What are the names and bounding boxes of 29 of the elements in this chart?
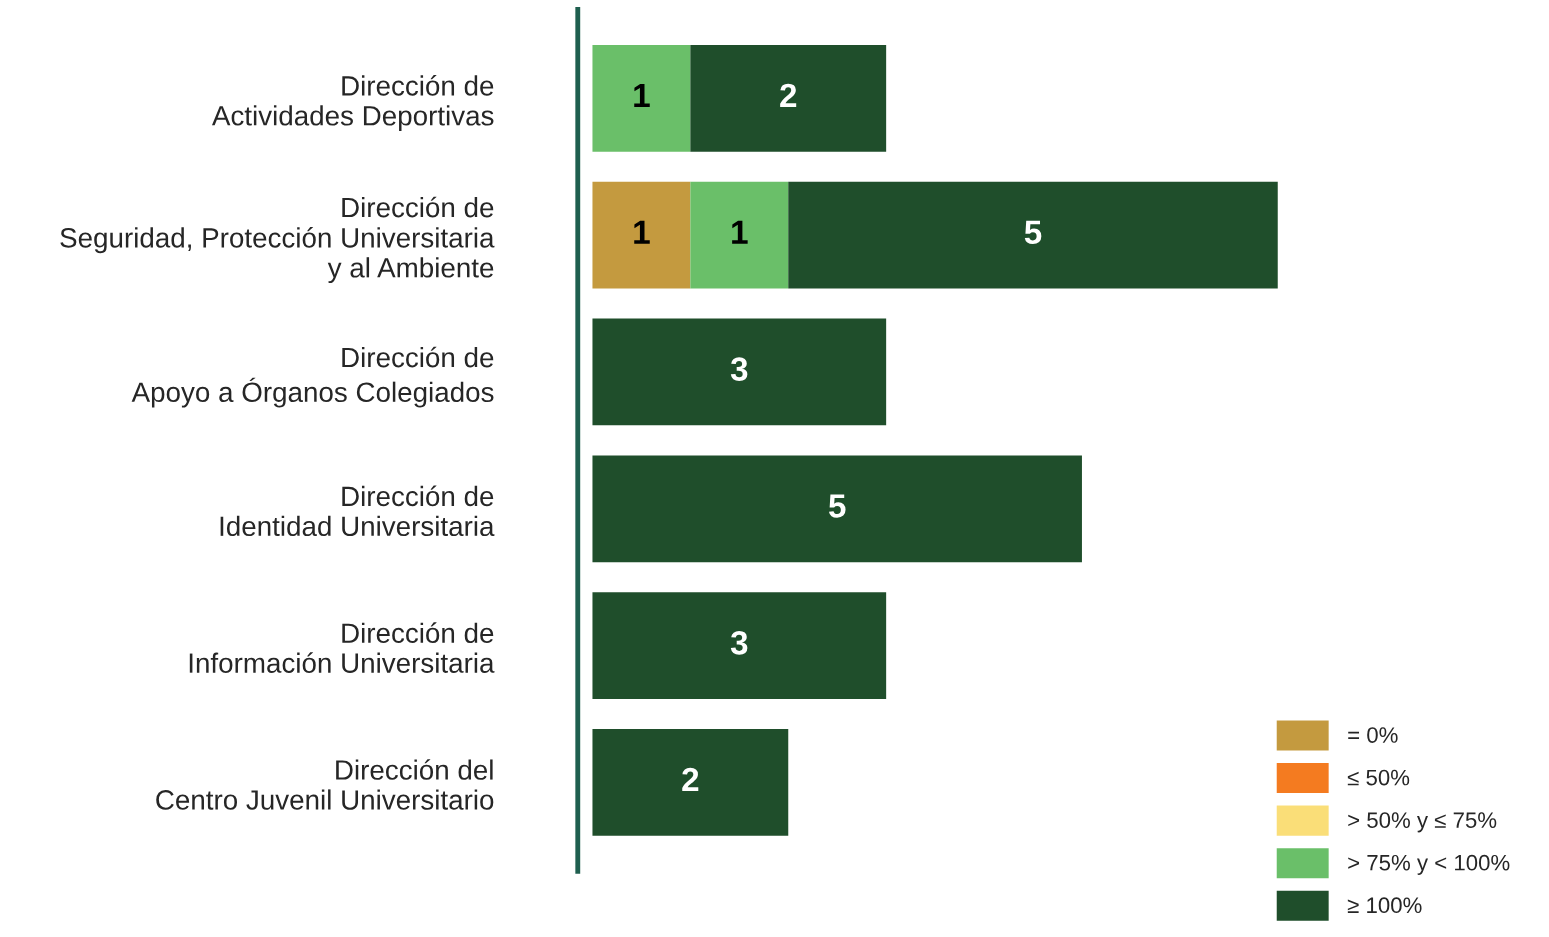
legend-label: > 75% y < 100% (1348, 854, 1510, 875)
data-label: 3 (730, 357, 748, 381)
data-label: 1 (732, 220, 748, 244)
bar (592, 318, 887, 426)
data-label: 5 (1024, 220, 1042, 245)
data-label: 1 (634, 84, 650, 107)
bar (788, 181, 1278, 289)
bar (592, 44, 691, 152)
bar (592, 592, 887, 699)
data-label: 1 (634, 220, 650, 244)
data-label: 3 (730, 630, 748, 655)
bar (592, 729, 789, 836)
y-tick-label: Dirección de Apoyo a Órganos Colegiados (131, 346, 494, 408)
data-label: 5 (828, 494, 846, 518)
data-label: 2 (682, 767, 699, 792)
data-label: 2 (780, 83, 797, 107)
y-tick-label: Dirección de Información Universitaria (189, 622, 495, 673)
y-tick-label: Dirección de Actividades Deportivas (211, 74, 494, 132)
y-tick-label: Dirección del Centro Juvenil Universitario (156, 759, 494, 810)
bar (592, 181, 691, 289)
bar (690, 44, 887, 152)
legend-label: = 0% (1348, 727, 1398, 743)
bar (690, 181, 789, 289)
legend-label: > 50% y ≤ 75% (1348, 812, 1497, 833)
legend-label: ≥ 100% (1347, 897, 1422, 914)
bar (592, 455, 1082, 563)
y-tick-label: Dirección de Seguridad, Protección Universitaria y al Ambiente (60, 196, 495, 284)
y-tick-label: Dirección de Identidad Universitaria (220, 485, 495, 537)
legend-label: ≤ 50% (1347, 769, 1410, 786)
